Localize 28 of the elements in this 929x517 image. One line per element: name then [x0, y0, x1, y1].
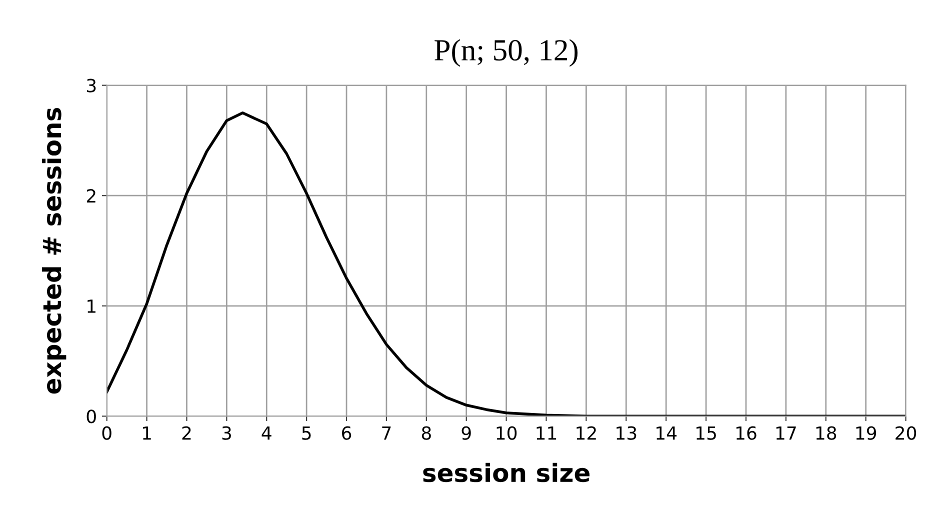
x-tick-label: 18 — [816, 426, 836, 440]
x-tick-label: 15 — [696, 426, 716, 440]
y-tick-label: 2 — [86, 189, 96, 202]
x-tick-label: 5 — [302, 426, 311, 440]
y-tick-label: 0 — [86, 410, 96, 424]
x-tick-label: 2 — [182, 426, 191, 440]
x-tick-label: 10 — [496, 426, 517, 440]
x-tick-label: 17 — [776, 426, 796, 440]
x-tick-label: 6 — [342, 426, 352, 440]
chart-title: P(n; 50, 12) — [434, 39, 578, 67]
x-tick-label: 14 — [656, 426, 677, 440]
x-tick-label: 3 — [222, 426, 231, 440]
x-tick-label: 19 — [856, 426, 876, 440]
x-tick-label: 16 — [736, 426, 756, 440]
x-tick-label: 13 — [616, 426, 636, 440]
y-axis-title: expected # sessions — [42, 108, 66, 394]
x-tick-label: 1 — [143, 426, 151, 440]
y-tick-label: 1 — [88, 300, 96, 313]
x-tick-label: 11 — [536, 426, 556, 440]
x-tick-label: 0 — [102, 426, 112, 440]
y-tick-label: 3 — [87, 78, 96, 92]
x-tick-label: 8 — [422, 426, 431, 440]
x-axis-title: session size — [423, 462, 590, 482]
x-tick-label: 12 — [576, 426, 596, 440]
x-tick-label: 20 — [896, 426, 916, 440]
x-tick-label: 4 — [262, 426, 272, 440]
x-tick-label: 7 — [382, 426, 391, 440]
x-tick-label: 9 — [462, 426, 471, 440]
